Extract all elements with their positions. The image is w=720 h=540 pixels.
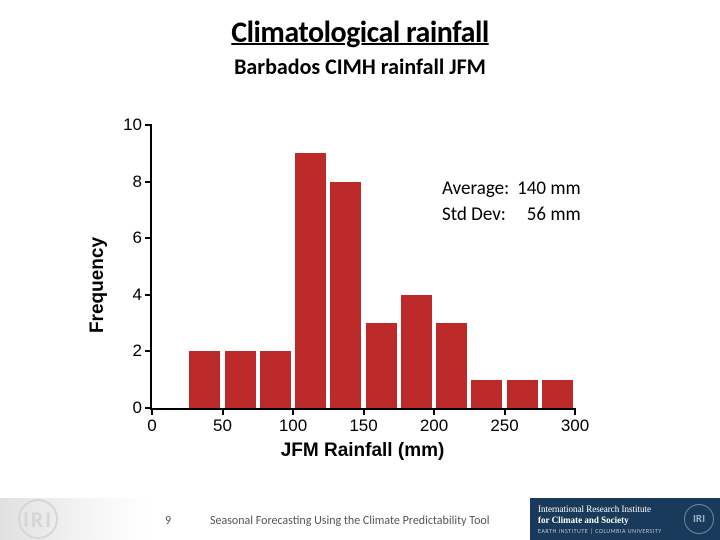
rainfall-histogram: Frequency 0246810050100150200250300 JFM … (90, 115, 610, 455)
x-tick-label: 200 (420, 416, 448, 436)
histogram-bar (436, 323, 467, 408)
histogram-bar (401, 295, 432, 408)
footer-caption: Seasonal Forecasting Using the Climate P… (210, 514, 489, 528)
x-tick-label: 50 (213, 416, 232, 436)
x-axis-label: JFM Rainfall (mm) (150, 440, 575, 462)
y-axis-label: Frequency (87, 237, 109, 333)
x-tick (292, 408, 294, 415)
x-tick (222, 408, 224, 415)
y-tick (145, 350, 152, 352)
plot-area: 0246810050100150200250300 (150, 125, 575, 410)
histogram-bar (260, 351, 291, 408)
x-tick (504, 408, 506, 415)
footer-institution: International Research Institute for Cli… (530, 498, 720, 540)
y-tick (145, 181, 152, 183)
x-tick (151, 408, 153, 415)
page-title: Climatological rainfall (0, 14, 720, 51)
x-tick-label: 250 (490, 416, 518, 436)
histogram-bar (507, 380, 538, 408)
inst-line3: EARTH INSTITUTE | COLUMBIA UNIVERSITY (538, 528, 712, 535)
y-tick-label: 6 (133, 228, 142, 248)
y-tick-label: 2 (133, 341, 142, 361)
y-tick (145, 237, 152, 239)
histogram-bar (330, 182, 361, 408)
y-tick (145, 124, 152, 126)
iri-mark: IRI (23, 506, 53, 533)
y-tick-label: 4 (133, 285, 142, 305)
page-subtitle: Barbados CIMH rainfall JFM (0, 53, 720, 80)
histogram-bar (471, 380, 502, 408)
histogram-bar (295, 153, 326, 408)
title-block: Climatological rainfall Barbados CIMH ra… (0, 0, 720, 80)
iri-logo-icon: IRI (684, 504, 714, 534)
iri-circle-icon: IRI (18, 499, 58, 539)
x-tick-label: 150 (349, 416, 377, 436)
y-tick (145, 294, 152, 296)
x-tick-label: 100 (279, 416, 307, 436)
page-number: 9 (165, 514, 171, 528)
y-tick-label: 8 (133, 172, 142, 192)
x-tick-label: 0 (147, 416, 156, 436)
histogram-bar (225, 351, 256, 408)
slide-footer: IRI 9 Seasonal Forecasting Using the Cli… (0, 498, 720, 540)
footer-logo-left: IRI (0, 498, 150, 540)
y-tick-label: 10 (123, 115, 142, 135)
histogram-bar (542, 380, 573, 408)
y-tick-label: 0 (133, 398, 142, 418)
histogram-bar (189, 351, 220, 408)
x-tick (433, 408, 435, 415)
histogram-bar (366, 323, 397, 408)
x-tick-label: 300 (561, 416, 589, 436)
x-tick (363, 408, 365, 415)
x-tick (574, 408, 576, 415)
